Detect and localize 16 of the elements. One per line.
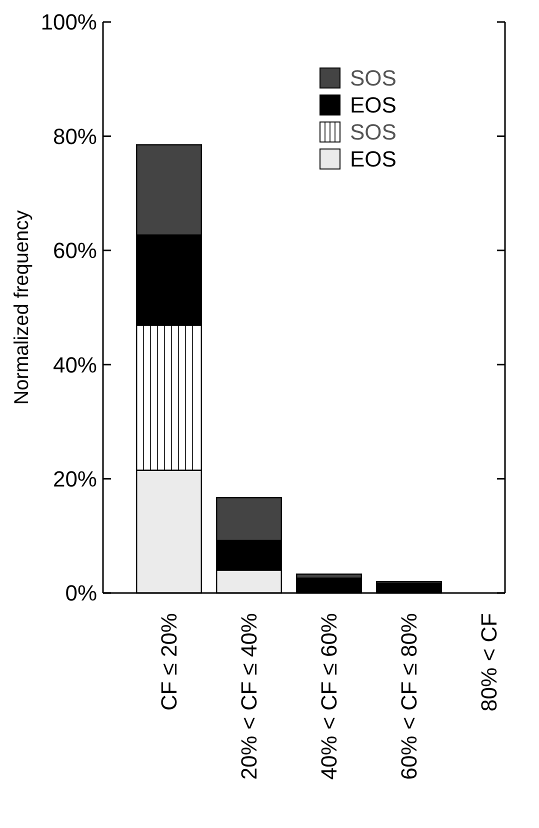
legend-label: EOS [350,146,396,172]
y-tick-label: 80% [52,124,97,149]
x-tick-label: 60% < CF ≤ 80% [396,613,422,780]
y-axis-title: Normalized frequency [11,210,33,405]
y-tick-label: 0% [65,580,97,606]
legend-label: SOS [350,66,396,91]
x-tick-label: CF ≤ 20% [156,613,182,711]
x-tick-label: 80% < CF [476,613,502,712]
y-tick-label: 40% [52,352,97,378]
x-tick-label: 20% < CF ≤ 40% [236,613,262,780]
y-tick-label: 100% [40,10,97,35]
legend-label: EOS [350,92,396,118]
legend-label: SOS [350,120,396,145]
y-tick-label: 60% [52,238,97,264]
y-tick-label: 20% [52,466,97,492]
x-tick-label: 40% < CF ≤ 60% [316,613,342,780]
